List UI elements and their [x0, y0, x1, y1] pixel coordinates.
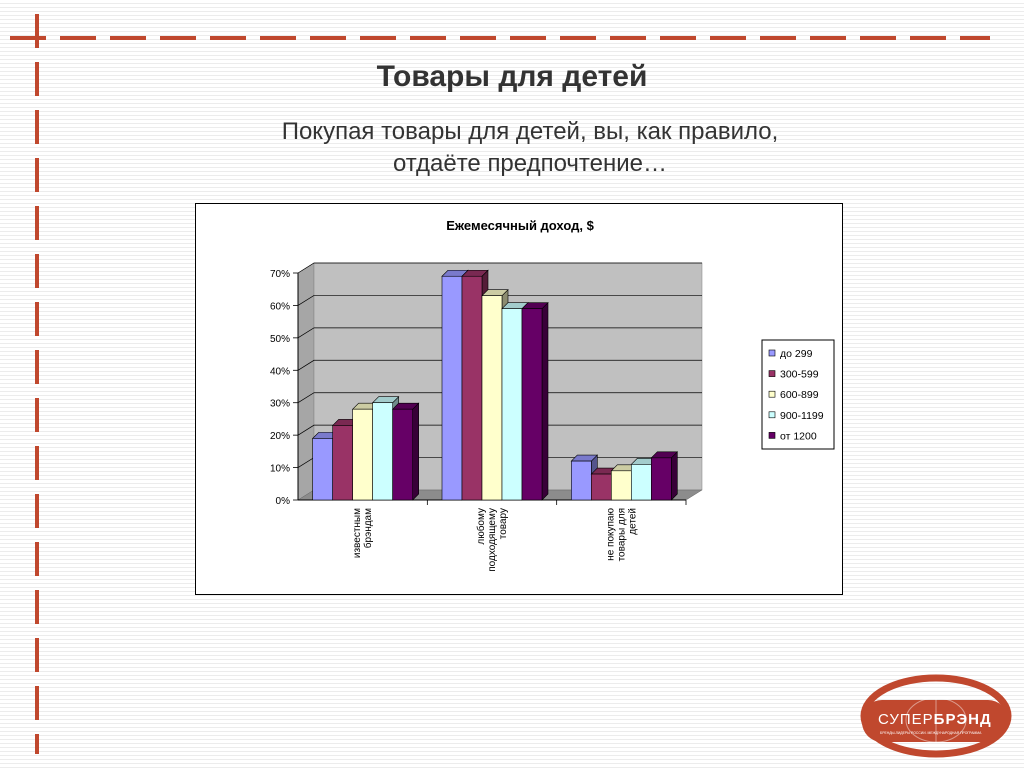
x-category-label-line: брэндам — [362, 508, 374, 548]
bar — [312, 438, 333, 501]
logo-text-brand: БРЭНД — [934, 711, 992, 728]
bar — [352, 408, 373, 501]
x-category-label: известнымбрэндам — [352, 508, 374, 558]
superbrand-logo: СУПЕРБРЭНД БРЕНДЫ-ЛИДЕРЫ РОССИИ. МЕЖДУНА… — [860, 674, 1012, 758]
legend-swatch — [768, 370, 776, 377]
y-tick-label: 50% — [270, 334, 290, 345]
gridline — [297, 327, 702, 339]
x-category-label-line: детей — [627, 508, 638, 535]
x-category-label-line: подходящему — [487, 508, 498, 572]
logo-globe — [905, 697, 967, 743]
plot-side-wall — [297, 262, 315, 501]
legend-swatch — [768, 390, 776, 398]
gridline — [297, 262, 702, 274]
bar — [372, 402, 393, 501]
bar — [332, 425, 353, 501]
y-tick-label: 0% — [276, 496, 291, 507]
bar — [611, 470, 632, 501]
logo-text-super: СУПЕР — [878, 711, 934, 728]
legend-label: 600-899 — [780, 389, 819, 401]
bar-chart: Ежемесячный доход, $ 0% 10% 20% 30% 40% 50% 60%… — [270, 218, 835, 572]
bar — [631, 464, 652, 501]
y-tick-label: 10% — [270, 464, 290, 475]
legend-label: 900-1199 — [780, 410, 824, 422]
gridline — [297, 295, 702, 306]
y-tick-label: 20% — [270, 431, 290, 442]
legend-label: от 1200 — [780, 430, 817, 442]
svg-text:СУПЕРБРЭНД: СУПЕРБРЭНД — [878, 711, 992, 728]
bar-side — [541, 301, 549, 501]
chart-frame: Ежемесячный доход, $ 0% 10% 20% 30% 40% 50% 60%… — [195, 203, 843, 595]
x-category-label-line: товару — [498, 508, 509, 539]
bar — [501, 308, 523, 501]
bar — [441, 275, 463, 501]
logo-band — [862, 700, 1008, 742]
x-category-label-line: известным — [352, 508, 363, 558]
y-tick-label: 40% — [270, 366, 290, 377]
x-category-label-line: товары для — [616, 508, 627, 561]
gridline — [297, 359, 702, 371]
legend-label: 300-599 — [780, 369, 819, 381]
gridline — [297, 424, 702, 436]
bar-side — [412, 402, 419, 501]
x-category-label: любомуподходящемутовару — [475, 508, 509, 572]
bar-side — [671, 451, 678, 501]
slide-title: Товары для детей — [376, 60, 648, 93]
bar — [392, 408, 413, 501]
subtitle-line-1: Покупая товары для детей, вы, как правил… — [281, 118, 779, 145]
top-dashed-line — [10, 36, 990, 40]
legend-swatch — [768, 411, 776, 419]
y-tick-label: 70% — [270, 269, 290, 280]
x-category-label-line: не покупаю — [605, 508, 616, 561]
bar — [521, 308, 543, 501]
bar — [481, 295, 503, 501]
gridline — [297, 392, 702, 404]
logo-tagline: БРЕНДЫ-ЛИДЕРЫ РОССИИ. МЕЖДУНАРОДНАЯ ПРОГ… — [880, 731, 982, 735]
x-category-label: не покупаютовары длядетей — [605, 508, 638, 562]
bar — [591, 473, 612, 501]
bar — [461, 275, 483, 501]
legend-label: до 299 — [780, 348, 813, 360]
x-category-label-line: любому — [475, 508, 487, 545]
left-dashed-line — [35, 14, 39, 754]
slide-subtitle: Покупая товары для детей, вы, как правил… — [240, 116, 820, 180]
chart-title: Ежемесячный доход, $ — [446, 218, 594, 233]
y-tick-label: 60% — [270, 301, 290, 312]
legend-swatch — [768, 432, 776, 439]
y-tick-label: 30% — [270, 399, 290, 410]
legend-swatch — [768, 349, 776, 357]
subtitle-line-2: отдаёте предпочтение… — [392, 150, 668, 177]
bar — [571, 460, 592, 501]
bar — [651, 457, 672, 501]
